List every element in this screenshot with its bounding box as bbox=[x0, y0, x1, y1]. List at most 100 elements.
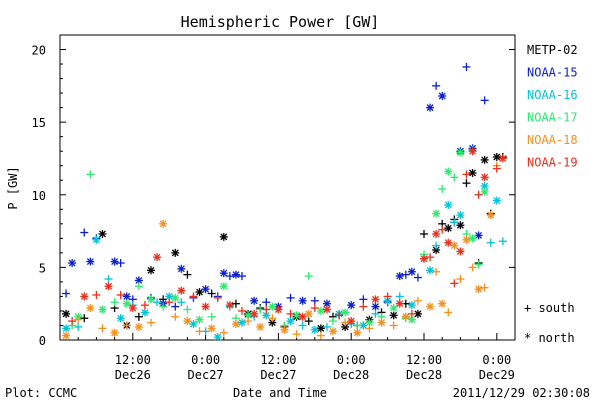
data-point bbox=[238, 318, 246, 327]
x-tick-time-label: 12:00 bbox=[115, 353, 151, 367]
data-point bbox=[219, 232, 228, 241]
data-point bbox=[201, 302, 210, 311]
data-point bbox=[195, 327, 204, 336]
data-point bbox=[426, 302, 435, 311]
data-point bbox=[462, 179, 471, 188]
data-point bbox=[189, 292, 198, 301]
x-tick-time-label: 12:00 bbox=[406, 353, 442, 367]
data-point bbox=[371, 295, 380, 304]
y-tick-label: 20 bbox=[32, 44, 46, 58]
x-tick-time-label: 12:00 bbox=[260, 353, 296, 367]
data-point bbox=[413, 296, 422, 305]
data-point bbox=[231, 299, 240, 308]
data-point bbox=[474, 231, 483, 240]
data-point bbox=[438, 92, 447, 100]
x-tick-date-label: Dec27 bbox=[188, 368, 224, 382]
data-point bbox=[62, 331, 71, 340]
legend-entry: NOAA-16 bbox=[527, 88, 578, 102]
data-point bbox=[420, 229, 428, 238]
y-tick-label: 0 bbox=[39, 334, 46, 348]
data-point bbox=[480, 283, 489, 292]
x-tick-time-label: 0:00 bbox=[191, 353, 220, 367]
data-point bbox=[377, 318, 386, 327]
data-point bbox=[213, 293, 222, 302]
x-tick-date-label: Dec28 bbox=[406, 368, 442, 382]
data-point bbox=[92, 290, 101, 299]
data-point bbox=[98, 229, 107, 238]
data-point bbox=[207, 324, 216, 333]
data-point bbox=[62, 309, 71, 318]
data-point bbox=[341, 308, 350, 317]
data-point bbox=[395, 299, 404, 308]
data-point bbox=[171, 312, 180, 321]
data-point bbox=[177, 298, 186, 307]
data-point bbox=[74, 315, 83, 324]
data-point bbox=[298, 296, 307, 305]
data-point bbox=[480, 173, 489, 182]
legend-entry: NOAA-15 bbox=[527, 66, 578, 80]
data-point bbox=[62, 289, 71, 298]
data-point bbox=[456, 221, 465, 230]
data-point bbox=[498, 237, 507, 246]
data-point bbox=[225, 272, 234, 281]
data-point bbox=[116, 259, 125, 268]
data-point bbox=[268, 302, 277, 311]
data-point bbox=[329, 327, 337, 336]
data-point bbox=[231, 270, 240, 279]
data-point bbox=[189, 320, 198, 329]
data-point bbox=[389, 304, 398, 313]
data-point bbox=[286, 309, 295, 318]
data-point bbox=[413, 309, 422, 318]
data-point bbox=[492, 164, 501, 173]
data-point bbox=[444, 167, 453, 176]
data-point bbox=[432, 209, 441, 218]
data-point bbox=[486, 211, 495, 220]
marker-legend-entry: * north bbox=[524, 331, 575, 345]
x-tick-date-label: Dec27 bbox=[260, 368, 296, 382]
data-point bbox=[498, 154, 507, 163]
data-point bbox=[122, 321, 131, 330]
y-axis-label: P [GW] bbox=[6, 166, 20, 209]
data-point bbox=[195, 288, 204, 297]
data-point bbox=[262, 305, 271, 314]
data-point bbox=[444, 224, 453, 233]
data-point bbox=[86, 257, 95, 266]
data-point bbox=[134, 322, 143, 331]
data-point bbox=[147, 266, 155, 275]
data-point bbox=[116, 314, 125, 323]
data-point bbox=[147, 318, 155, 327]
data-point bbox=[468, 147, 477, 156]
data-point bbox=[250, 309, 259, 318]
data-point bbox=[195, 315, 204, 324]
data-point bbox=[426, 266, 435, 275]
data-point bbox=[153, 253, 162, 262]
data-point bbox=[304, 317, 313, 326]
x-tick-date-label: Dec28 bbox=[333, 368, 369, 382]
data-point bbox=[74, 322, 83, 331]
data-point bbox=[438, 225, 447, 234]
data-point bbox=[171, 302, 180, 311]
y-tick-label: 10 bbox=[32, 189, 46, 203]
data-point bbox=[171, 248, 180, 257]
data-point bbox=[353, 321, 362, 330]
data-point bbox=[134, 276, 143, 285]
data-point bbox=[450, 241, 459, 250]
data-point bbox=[365, 324, 374, 333]
data-point bbox=[110, 328, 119, 337]
legend: METP-02 NOAA-15 NOAA-16 NOAA-17 NOAA-18 NOAA-… bbox=[527, 43, 578, 170]
y-axis: 0 5 10 15 20 bbox=[32, 34, 515, 348]
data-point bbox=[134, 282, 143, 291]
data-point bbox=[438, 299, 447, 308]
data-point bbox=[80, 228, 89, 237]
legend-entry: NOAA-17 bbox=[527, 111, 578, 125]
data-point bbox=[219, 269, 228, 278]
data-point bbox=[359, 302, 368, 311]
data-point bbox=[177, 286, 186, 295]
data-point bbox=[159, 219, 168, 228]
data-point bbox=[286, 293, 295, 302]
data-point bbox=[213, 333, 222, 342]
data-point bbox=[456, 148, 465, 157]
data-point bbox=[432, 267, 441, 276]
data-point bbox=[153, 298, 162, 307]
